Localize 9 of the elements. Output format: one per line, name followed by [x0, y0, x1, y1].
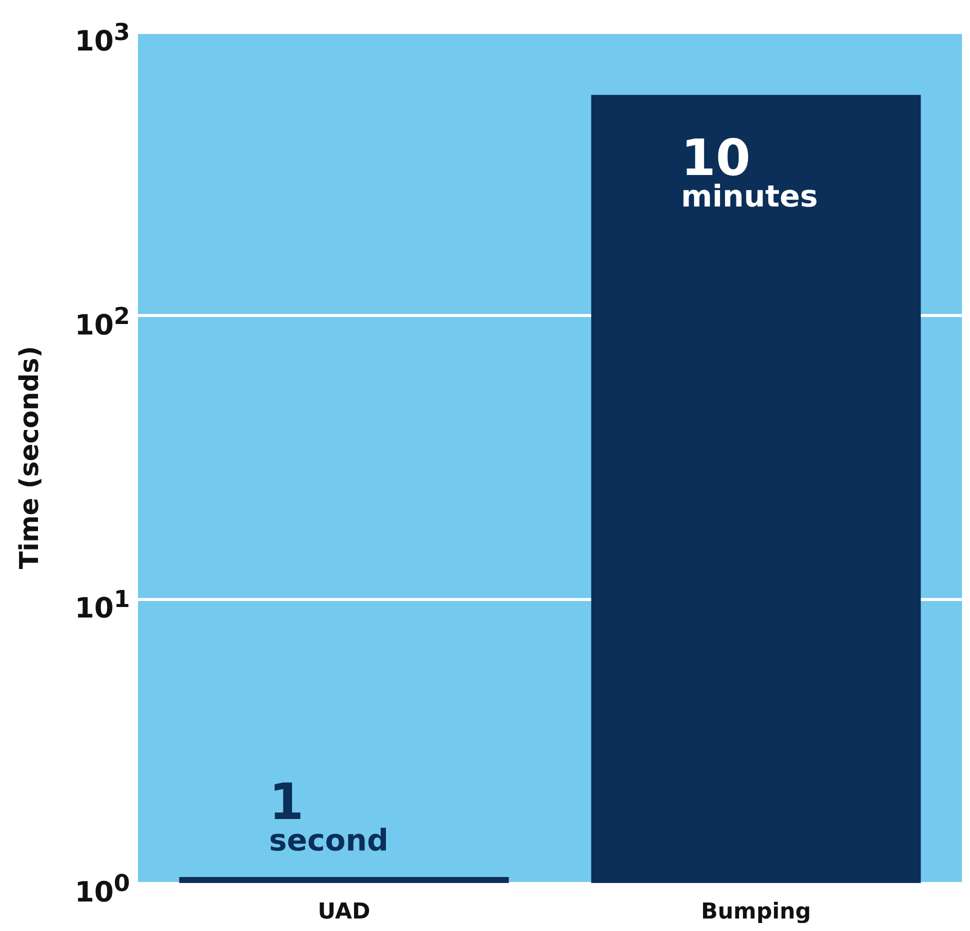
- x-tick-label: UAD: [318, 900, 370, 924]
- y-tick-label: 10$^{0}$: [74, 868, 130, 910]
- x-tick-label: Bumping: [700, 900, 812, 924]
- y-tick-label: 10$^{2}$: [74, 300, 130, 343]
- annotation: 10 minutes: [681, 128, 818, 214]
- y-tick-label: 10$^{3}$: [74, 17, 130, 60]
- annotation: 1 second: [269, 772, 388, 858]
- y-tick-label: 10$^{1}$: [74, 584, 130, 627]
- y-axis-title: Time (seconds): [15, 346, 45, 570]
